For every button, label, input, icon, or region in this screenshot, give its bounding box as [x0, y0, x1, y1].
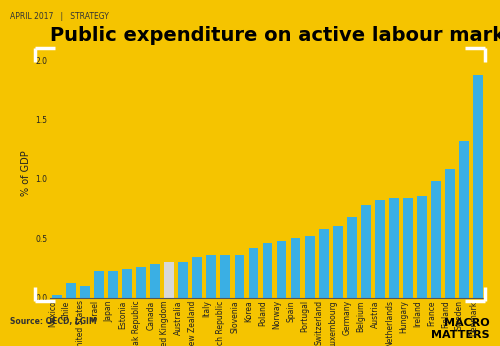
Bar	[248, 248, 258, 298]
Bar	[108, 272, 118, 298]
Bar	[318, 229, 328, 298]
Bar	[220, 255, 230, 298]
Bar	[192, 257, 202, 298]
Bar	[389, 198, 398, 298]
Y-axis label: % of GDP: % of GDP	[21, 150, 31, 196]
Bar	[136, 267, 146, 298]
Bar	[304, 236, 314, 298]
Bar	[276, 240, 286, 298]
Bar	[262, 243, 272, 298]
Text: MACRO
MATTERS: MACRO MATTERS	[432, 318, 490, 339]
Bar	[431, 181, 441, 298]
Bar	[66, 283, 76, 298]
Bar	[375, 200, 384, 298]
Bar	[234, 255, 244, 298]
Bar	[347, 217, 356, 298]
Bar	[122, 269, 132, 298]
Text: Public expenditure on active labour market programmes: Public expenditure on active labour mark…	[50, 26, 500, 45]
Bar	[473, 74, 483, 298]
Bar	[80, 286, 90, 298]
Bar	[332, 226, 342, 298]
Bar	[403, 198, 412, 298]
Bar	[290, 238, 300, 298]
Bar	[52, 295, 62, 298]
Bar	[150, 264, 160, 298]
Bar	[417, 195, 427, 298]
Bar	[445, 170, 455, 298]
Bar	[94, 272, 104, 298]
Bar	[361, 205, 370, 298]
Bar	[459, 141, 469, 298]
Bar	[178, 262, 188, 298]
Bar	[206, 255, 216, 298]
Text: Source: OECD, LGIM: Source: OECD, LGIM	[10, 317, 97, 326]
Text: APRIL 2017   |   STRATEGY: APRIL 2017 | STRATEGY	[10, 12, 109, 21]
Bar	[164, 262, 174, 298]
